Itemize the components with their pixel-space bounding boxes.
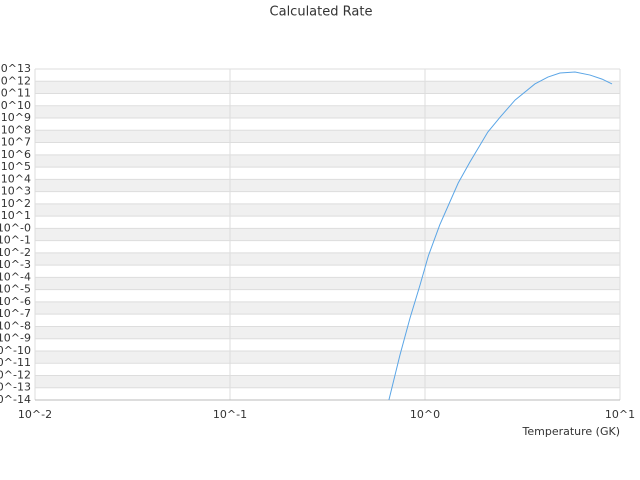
grid-band [35, 375, 620, 388]
grid-band [35, 203, 620, 217]
y-tick-label: 10^7 [1, 136, 31, 149]
y-tick-label: 10^-11 [0, 356, 31, 369]
x-tick-label: 10^1 [605, 408, 635, 421]
y-tick-label: 10^2 [1, 197, 31, 210]
y-tick-label: 10^-8 [0, 319, 31, 332]
y-tick-label: 10^-6 [0, 295, 31, 308]
grid-band [35, 228, 620, 241]
x-tick-label: 10^-1 [213, 408, 247, 421]
grid-band [35, 252, 620, 266]
y-tick-label: 10^-9 [0, 332, 31, 345]
y-tick-label: 10^3 [1, 185, 31, 198]
grid-band [35, 81, 620, 94]
grid-band [35, 130, 620, 143]
y-tick-label: 10^-5 [0, 283, 31, 296]
y-tick-label: 10^-10 [0, 344, 31, 357]
y-tick-label: 10^-3 [0, 258, 31, 271]
chart-title: Calculated Rate [270, 5, 373, 20]
y-tick-label: 10^-13 [0, 381, 31, 394]
y-tick-label: 10^6 [1, 148, 31, 161]
grid-band [35, 301, 620, 315]
grid-band [35, 179, 620, 192]
y-tick-label: 10^-12 [0, 368, 31, 381]
y-tick-label: 10^4 [1, 172, 31, 185]
x-tick-label: 10^0 [410, 408, 440, 421]
y-tick-label: 10^10 [0, 99, 31, 112]
grid-band [35, 105, 620, 119]
y-tick-label: 10^-4 [0, 270, 31, 283]
grid-band [35, 277, 620, 290]
grid-band [35, 326, 620, 339]
y-tick-label: 10^1 [1, 209, 31, 222]
y-tick-label: 10^11 [0, 87, 31, 100]
x-axis-label: Temperature (GK) [522, 425, 621, 438]
grid-band [35, 154, 620, 168]
y-tick-label: 10^-0 [0, 221, 31, 234]
y-tick-label: 10^13 [0, 62, 31, 75]
y-tick-label: 10^-14 [0, 393, 31, 406]
x-tick-label: 10^-2 [18, 408, 52, 421]
y-tick-label: 10^5 [1, 160, 31, 173]
y-tick-label: 10^-7 [0, 307, 31, 320]
grid-band [35, 350, 620, 364]
series-line [388, 71, 613, 401]
y-tick-label: 10^8 [1, 123, 31, 136]
y-tick-label: 10^9 [1, 111, 31, 124]
y-tick-label: 10^-2 [0, 246, 31, 259]
y-tick-label: 10^-1 [0, 234, 31, 247]
y-tick-label: 10^12 [0, 74, 31, 87]
